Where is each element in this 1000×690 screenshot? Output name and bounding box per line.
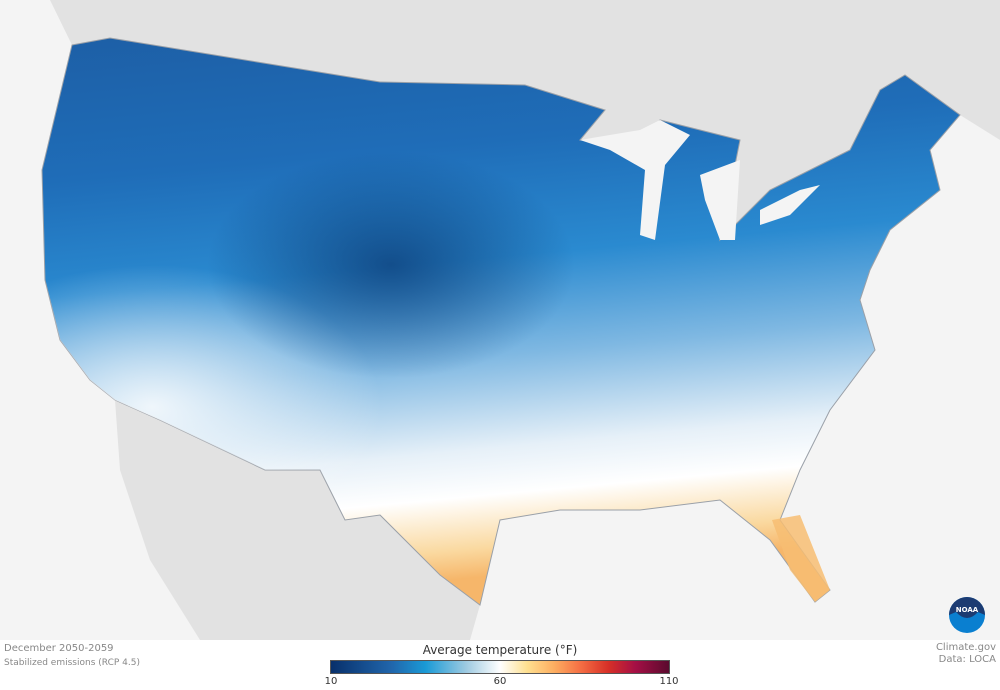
canada-landmass: [50, 0, 1000, 240]
colorbar: [330, 660, 670, 674]
credit-data: Data: LOCA: [938, 654, 996, 665]
temperature-map: [0, 0, 1000, 640]
credit-source[interactable]: Climate.gov: [935, 642, 996, 653]
time-period: December 2050-2059: [4, 643, 114, 654]
contiguous-us: [41, 37, 961, 606]
emissions-scenario: Stabilized emissions (RCP 4.5): [4, 658, 140, 668]
legend-title: Average temperature (°F): [422, 643, 578, 657]
florida-warm-region: [772, 515, 830, 602]
mexico-landmass: [115, 400, 480, 640]
svg-text:NOAA: NOAA: [956, 606, 979, 614]
colorbar-tick-min: 10: [324, 676, 338, 687]
noaa-logo[interactable]: NOAA: [948, 596, 986, 634]
colorbar-tick-max: 110: [659, 676, 679, 687]
great-lakes: [580, 120, 820, 240]
colorbar-tick-mid: 60: [493, 676, 507, 687]
footer: December 2050-2059 Stabilized emissions …: [0, 640, 1000, 690]
